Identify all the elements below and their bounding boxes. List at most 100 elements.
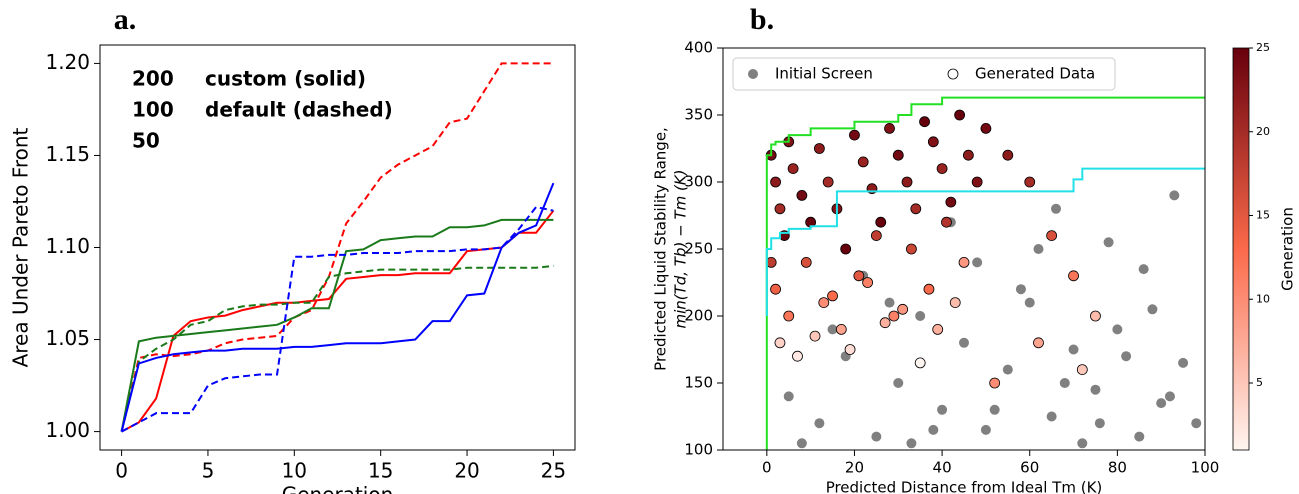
scatter-point [871,431,882,442]
scatter-point [792,350,803,362]
scatter-point [774,337,786,349]
scatter-point [919,116,930,128]
x-tick-label: 0 [762,459,772,477]
legend-label: 200 [132,67,174,91]
scatter-point [1068,344,1079,355]
scatter-point [884,122,895,134]
scatter-point [936,163,948,175]
scatter-point [774,203,786,215]
scatter-point [879,317,891,329]
scatter-point [959,337,969,348]
scatter-point [897,303,909,315]
scatter-point [928,424,939,435]
scatter-point [1015,284,1026,295]
scatter-point [783,310,795,322]
scatter-point [892,149,904,161]
colorbar-label: Generation [1279,207,1297,291]
scatter-point [1002,364,1013,375]
plot-frame [99,44,576,451]
x-tick-label: 40 [933,459,952,477]
colorbar-tick-label: 10 [1256,292,1270,305]
scatter-point [915,311,926,321]
colorbar-tick-label: 20 [1256,125,1270,138]
legend-label: Generated Data [975,65,1095,83]
scatter-point [906,243,917,255]
scatter-point [980,122,992,134]
scatter-point [1068,270,1079,282]
scatter-point [1090,384,1101,395]
scatter-point [835,323,847,335]
legend-label: 100 [132,98,174,122]
y-tick-label: 400 [684,39,713,57]
scatter-point [1134,431,1145,442]
scatter-point [783,391,794,402]
scatter-point [1169,190,1180,201]
scatter-point [971,176,983,188]
scatter-point [862,277,873,288]
line-series [121,210,555,433]
scatter-point [1090,310,1101,322]
scatter-point [1046,411,1057,422]
scatter-point [1046,230,1058,242]
y-tick-label: 200 [684,307,713,325]
y-axis-label: Area Under Pareto Front [9,127,33,367]
scatter-point [923,283,935,295]
scatter-point [818,297,830,309]
scatter-point [888,310,900,322]
scatter-point [822,176,834,188]
scatter-point [1024,297,1035,308]
panel-title: a. [114,3,137,36]
scatter-point [1103,237,1114,248]
scatter-point [1178,357,1189,368]
x-tick-label: 25 [541,459,566,483]
scatter-point [1051,203,1062,214]
scatter-point [1094,418,1105,429]
scatter-point [893,378,904,388]
scatter-point [1077,438,1088,449]
scatter-point [937,404,948,415]
scatter-point [989,377,1001,389]
scatter-point [1121,351,1132,362]
x-tick-label: 15 [368,459,393,483]
y-tick-label: 350 [684,106,713,124]
legend-label: Initial Screen [775,65,873,83]
y-tick-label: 1.20 [45,50,90,74]
y-tick-label: 1.10 [45,234,90,258]
x-axis-label: Predicted Distance from Ideal Tm (K) [826,479,1103,494]
scatter-point [1024,176,1036,188]
scatter-point [958,256,970,268]
scatter-point [1147,304,1158,315]
scatter-point [853,270,865,282]
scatter-point [814,143,825,154]
scatter-point [827,290,838,302]
scatter-point [800,256,812,268]
line-series [120,218,554,432]
legend-marker [748,69,758,79]
scatter-point [1076,364,1088,376]
scatter-point [954,109,966,121]
scatter-point [1138,264,1149,275]
annotation: default (dashed) [205,98,393,122]
panel-title: b. [750,3,774,36]
scatter-point [980,424,991,435]
scatter-point [910,203,922,215]
scatter-point [770,176,781,188]
y-tick-label: 1.05 [45,326,90,350]
x-tick-label: 10 [282,459,307,483]
scatter-point [809,330,821,342]
colorbar-tick-label: 25 [1256,41,1270,54]
pareto-front [765,96,1205,450]
scatter-point [849,129,860,141]
scatter-point [814,418,825,429]
scatter-point [827,324,838,335]
scatter-point [945,196,957,208]
x-axis-label: Generation [282,483,394,494]
legend-label: 50 [132,129,160,153]
plot-frame [722,47,1206,451]
y-tick-label: 150 [684,374,713,392]
scatter-point [787,163,799,175]
x-tick-label: 20 [454,459,479,483]
scatter-point [844,344,856,355]
scatter-point [870,230,882,242]
